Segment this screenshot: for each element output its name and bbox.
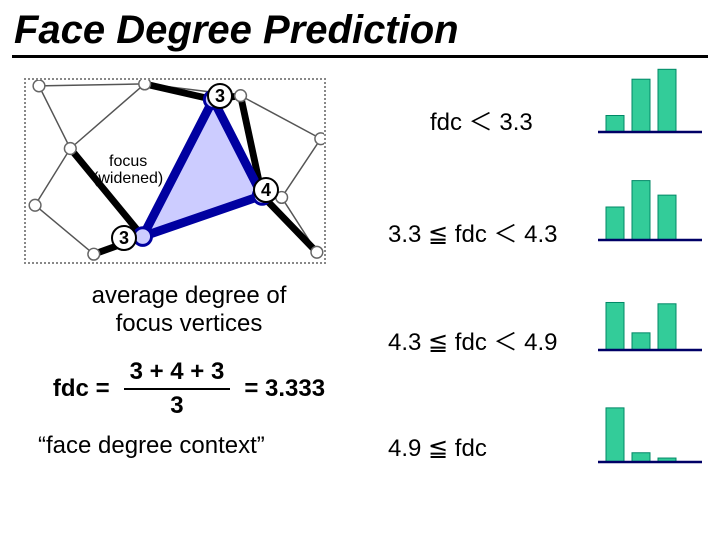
- focus-widened-label: focus(widened): [93, 154, 163, 188]
- formula-fraction: 3 + 4 + 3 3: [124, 358, 231, 420]
- average-degree-text: average degree of focus vertices: [44, 282, 334, 337]
- degree-badge: 4: [253, 177, 279, 203]
- range-label: 4.3 ≦ fdc ＜ 4.9: [388, 322, 558, 357]
- avg-line1: average degree of: [92, 282, 287, 309]
- degree-badge: 3: [207, 83, 233, 109]
- face-degree-context-label: “face degree context”: [38, 432, 265, 460]
- mesh-svg: [26, 80, 324, 262]
- focus-label-1: focus: [109, 153, 147, 170]
- mesh-diagram: [24, 78, 326, 264]
- range-label: 3.3 ≦ fdc ＜ 4.3: [388, 214, 558, 249]
- histogram-chartlet: [594, 280, 706, 356]
- range-label: 4.9 ≦ fdc: [388, 434, 487, 463]
- formula-rhs: = 3.333: [244, 375, 325, 403]
- formula-numerator: 3 + 4 + 3: [124, 358, 231, 390]
- formula-lhs: fdc =: [53, 375, 110, 403]
- content-area: average degree of focus vertices fdc = 3…: [0, 58, 720, 542]
- fdc-formula: fdc = 3 + 4 + 3 3 = 3.333: [10, 358, 368, 420]
- degree-badge: 3: [111, 225, 137, 251]
- formula-denominator: 3: [170, 390, 183, 420]
- histogram-chartlet: [594, 170, 706, 246]
- focus-label-2: (widened): [93, 170, 163, 187]
- avg-line2: focus vertices: [116, 310, 263, 337]
- histogram-chartlet: [594, 392, 706, 468]
- histogram-chartlet: [594, 62, 706, 138]
- range-label: fdc ＜ 3.3: [430, 102, 533, 137]
- page-title: Face Degree Prediction: [0, 0, 720, 55]
